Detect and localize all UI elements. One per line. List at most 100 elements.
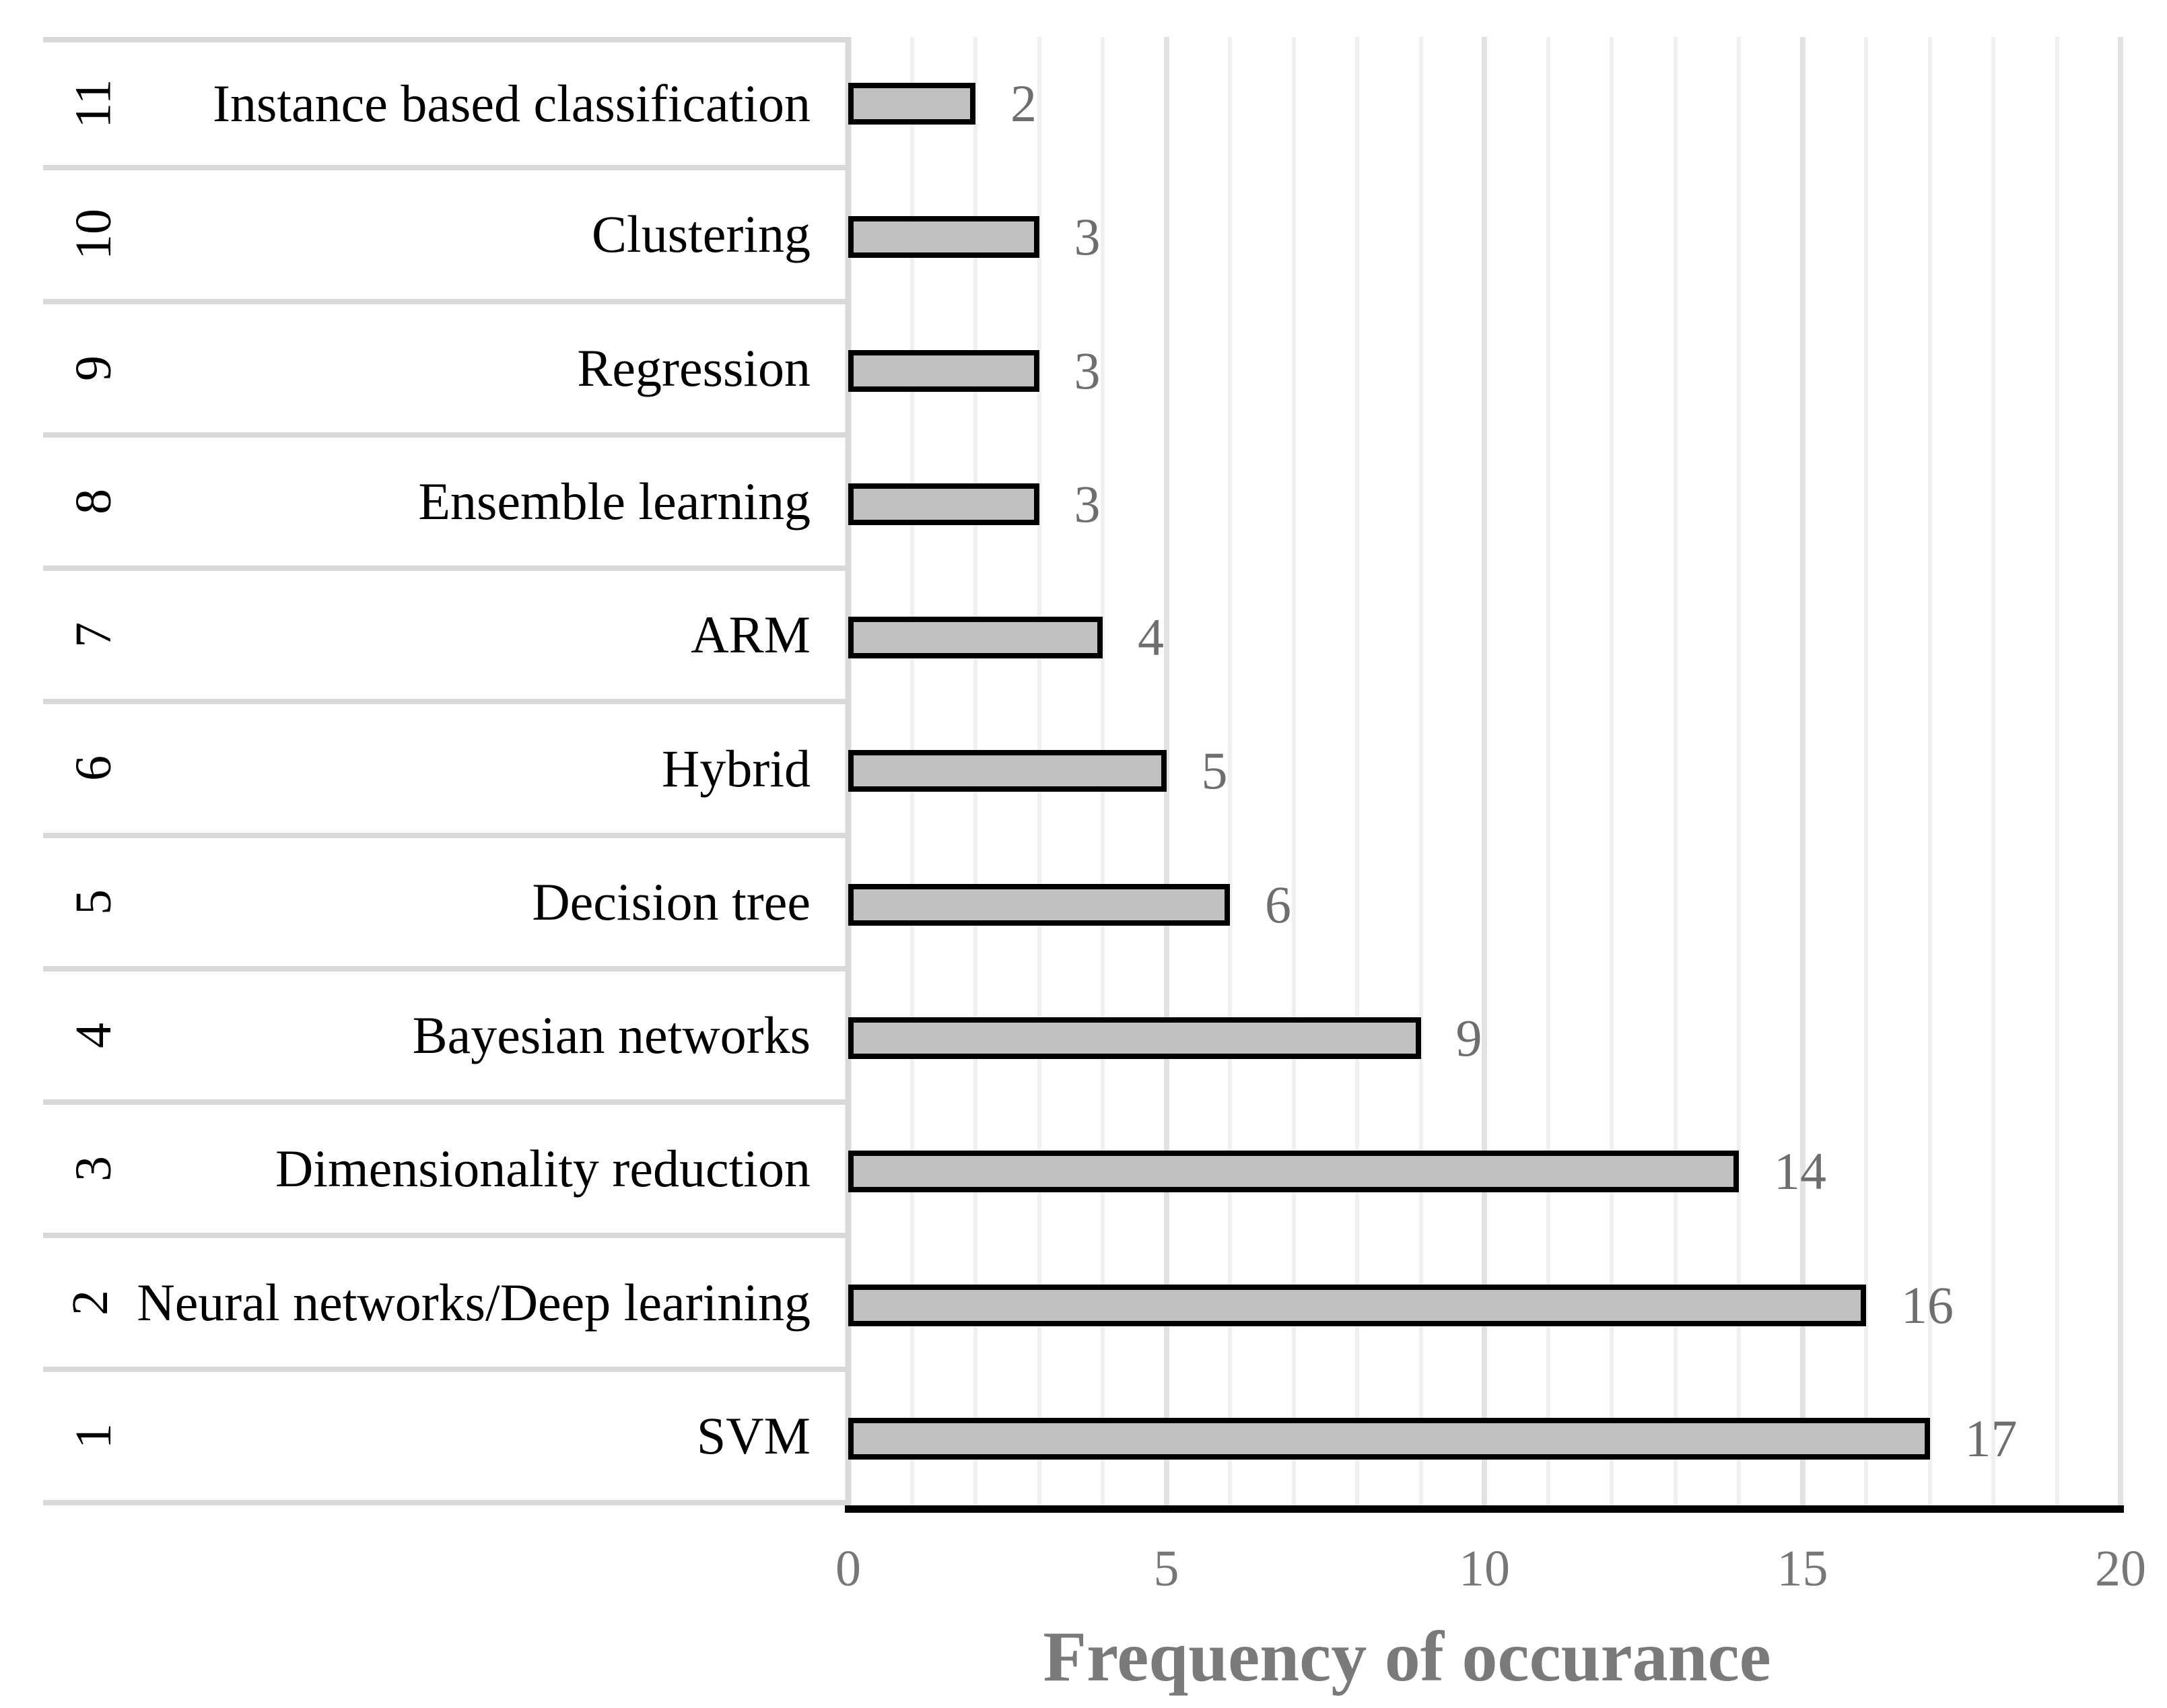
bar (848, 1417, 1930, 1460)
value-label: 3 (1074, 474, 1101, 533)
row-rank-label: 5 (65, 889, 122, 915)
gridline-major (1163, 37, 1169, 1505)
category-table: 11 Instance based classification 2 10 Cluste… (43, 37, 2121, 1505)
bar-track: 17 (848, 1372, 2121, 1505)
table-row: 9 Regression 3 (43, 304, 2121, 438)
row-rank: 9 (43, 343, 144, 394)
row-rank: 8 (43, 476, 144, 527)
category-label: Regression (577, 338, 811, 397)
gridline-minor (1737, 37, 1741, 1505)
row-rank: 10 (43, 209, 144, 260)
row-rank: 4 (43, 1010, 144, 1061)
gridline-minor (2055, 37, 2059, 1505)
bar-track: 9 (848, 971, 2121, 1105)
bar (848, 617, 1103, 659)
bar-track: 6 (848, 838, 2121, 971)
row-label-cell: 9 Regression (43, 304, 848, 438)
gridline-minor (1355, 37, 1359, 1505)
row-rank-label: 7 (65, 622, 122, 648)
category-label: Ensemble learning (418, 471, 811, 531)
row-label-cell: 1 SVM (43, 1372, 848, 1505)
table-row: 2 Neural networks/Deep learining 16 (43, 1238, 2121, 1372)
category-label: Dimensionality reduction (275, 1139, 811, 1198)
x-tick-label: 20 (2095, 1540, 2146, 1597)
table-row: 6 Hybrid 5 (43, 704, 2121, 838)
gridline-minor (1991, 37, 1995, 1505)
gridline-minor (1546, 37, 1550, 1505)
x-axis-title: Frequency of occurance (1043, 1617, 1771, 1696)
row-label-cell: 8 Ensemble learning (43, 438, 848, 572)
row-rank-label: 1 (65, 1423, 122, 1449)
value-label: 2 (1010, 74, 1037, 133)
category-label: Neural networks/Deep learining (137, 1272, 811, 1332)
x-tick-label: 0 (835, 1540, 861, 1597)
table-row: 10 Clustering 3 (43, 170, 2121, 304)
value-label: 16 (1901, 1275, 1954, 1334)
bar (848, 883, 1230, 926)
gridline-major (1482, 37, 1487, 1505)
category-label: Bayesian networks (412, 1006, 811, 1065)
bar-track: 16 (848, 1238, 2121, 1371)
bar-track: 3 (848, 438, 2121, 571)
row-label-cell: 3 Dimensionality reduction (43, 1105, 848, 1239)
x-axis-line (845, 1505, 2124, 1513)
table-row: 11 Instance based classification 2 (43, 37, 2121, 171)
table-row: 3 Dimensionality reduction 14 (43, 1105, 2121, 1239)
bar-track: 3 (848, 304, 2121, 438)
category-label: Clustering (592, 205, 811, 264)
bar (848, 1284, 1866, 1326)
gridline-major (1799, 37, 1805, 1505)
category-label: Instance based classification (213, 74, 811, 133)
table-row: 4 Bayesian networks 9 (43, 971, 2121, 1105)
bar-track: 5 (848, 704, 2121, 838)
bar (848, 1151, 1739, 1193)
row-rank: 1 (43, 1410, 144, 1462)
gridline-minor (1673, 37, 1678, 1505)
table-row: 1 SVM 17 (43, 1372, 2121, 1505)
value-label: 17 (1964, 1408, 2018, 1468)
x-tick-label: 5 (1153, 1540, 1179, 1597)
row-rank: 7 (43, 609, 144, 660)
category-label: Hybrid (662, 739, 811, 798)
gridline-major (2118, 37, 2123, 1505)
table-row: 8 Ensemble learning 3 (43, 438, 2121, 572)
bar (848, 483, 1039, 525)
row-rank-label: 3 (65, 1156, 122, 1182)
category-label: SVM (696, 1406, 811, 1465)
bar (848, 349, 1039, 392)
bar (848, 1017, 1421, 1059)
value-label: 4 (1138, 608, 1164, 667)
row-rank: 6 (43, 743, 144, 794)
category-label: ARM (691, 605, 811, 664)
row-label-cell: 11 Instance based classification (43, 37, 848, 171)
row-rank: 3 (43, 1143, 144, 1194)
bar-track: 14 (848, 1105, 2121, 1238)
row-label-cell: 10 Clustering (43, 170, 848, 304)
row-rank-label: 10 (65, 209, 122, 261)
bar-track: 2 (848, 37, 2121, 170)
row-rank-label: 2 (61, 1289, 118, 1316)
value-label: 9 (1455, 1008, 1482, 1067)
bar (848, 750, 1167, 792)
x-tick-label: 15 (1777, 1540, 1828, 1597)
value-label: 14 (1774, 1142, 1826, 1201)
row-rank: 5 (43, 877, 144, 928)
bar-track: 3 (848, 170, 2121, 304)
x-tick-label: 10 (1459, 1540, 1510, 1597)
gridline-minor (1291, 37, 1296, 1505)
row-rank-label: 11 (65, 79, 122, 129)
value-label: 3 (1074, 207, 1101, 267)
gridline-minor (1610, 37, 1614, 1505)
gridline-minor (1228, 37, 1232, 1505)
gridline-minor (1864, 37, 1868, 1505)
row-label-cell: 7 ARM (43, 571, 848, 705)
row-label-cell: 4 Bayesian networks (43, 971, 848, 1105)
gridline-minor (1418, 37, 1423, 1505)
row-rank: 2 (43, 1277, 137, 1328)
bar (848, 216, 1039, 259)
row-rank-label: 6 (65, 755, 122, 782)
row-label-cell: 6 Hybrid (43, 704, 848, 838)
row-label-cell: 5 Decision tree (43, 838, 848, 971)
row-rank-label: 9 (65, 355, 122, 381)
